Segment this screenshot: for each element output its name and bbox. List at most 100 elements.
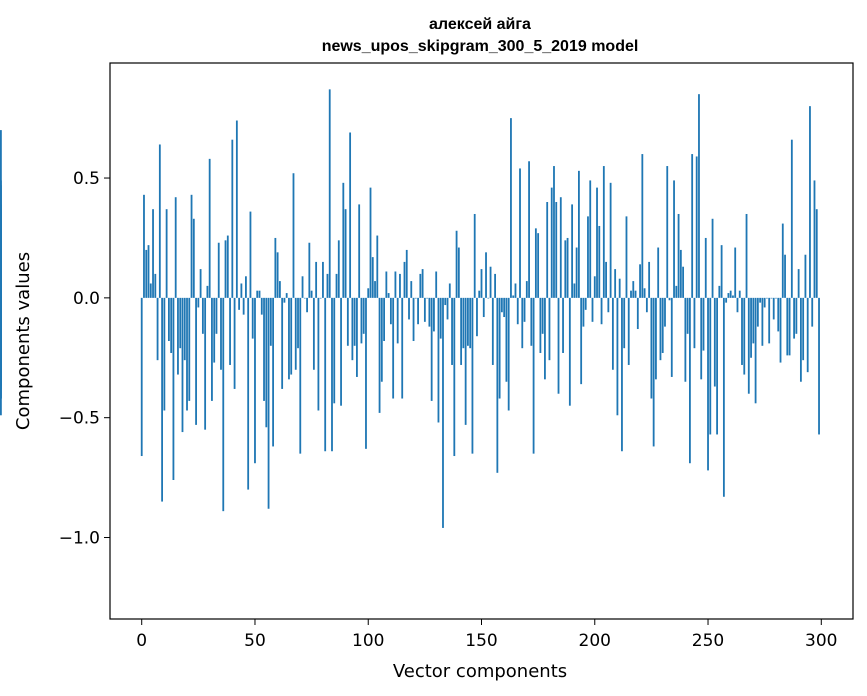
bar-127 bbox=[428, 297, 431, 327]
bar-49 bbox=[251, 297, 254, 339]
bar-22 bbox=[190, 194, 193, 298]
bar-98 bbox=[362, 297, 365, 334]
bar-153 bbox=[487, 297, 490, 299]
bar-206 bbox=[607, 297, 610, 313]
bar-80 bbox=[322, 261, 324, 298]
bar-76 bbox=[312, 297, 315, 370]
bar-243 bbox=[691, 154, 694, 298]
chart-subtitle: news_upos_skipgram_300_5_2019 model bbox=[322, 38, 639, 55]
bar-199 bbox=[591, 297, 594, 322]
bar-179 bbox=[546, 202, 549, 298]
bar-227 bbox=[655, 297, 657, 380]
bar-288 bbox=[793, 297, 796, 339]
bar-291 bbox=[799, 297, 802, 382]
bar-75 bbox=[310, 290, 313, 298]
bar-282 bbox=[779, 297, 782, 363]
bar-134 bbox=[444, 297, 447, 306]
x-axis-label: Vector components bbox=[393, 661, 567, 682]
chart-title: алексей айга bbox=[429, 16, 531, 33]
bar-96 bbox=[358, 204, 361, 298]
bar-157 bbox=[496, 297, 499, 473]
bar-297 bbox=[813, 180, 816, 298]
bar-101 bbox=[369, 187, 372, 298]
bar-221 bbox=[641, 154, 644, 298]
y-tick-label: 0.0 bbox=[73, 289, 100, 309]
x-axis-ticks: 0 50 100 150 200 250 300 bbox=[136, 619, 838, 651]
bar-251 bbox=[709, 297, 712, 435]
bar-93 bbox=[351, 297, 354, 361]
bar-4 bbox=[149, 283, 152, 298]
bar-264 bbox=[738, 290, 741, 298]
bar-136 bbox=[448, 283, 451, 298]
bar-171 bbox=[528, 161, 530, 298]
bar-252 bbox=[711, 218, 714, 298]
bar-175 bbox=[537, 233, 540, 298]
bar-284 bbox=[784, 254, 786, 298]
bar-143 bbox=[464, 297, 467, 425]
bar-38 bbox=[226, 235, 229, 298]
bar-292 bbox=[802, 297, 805, 361]
bar-36 bbox=[222, 297, 225, 512]
bar-series bbox=[0, 89, 820, 528]
bar-55 bbox=[265, 297, 268, 428]
bar-110 bbox=[389, 297, 392, 325]
bar-120 bbox=[412, 297, 415, 341]
bar-29 bbox=[206, 285, 209, 298]
bar-294 bbox=[806, 297, 809, 373]
bar-115 bbox=[401, 297, 404, 399]
bar-48 bbox=[249, 211, 252, 298]
bar-31 bbox=[211, 297, 213, 401]
bar-0 bbox=[140, 297, 143, 457]
bar-234 bbox=[670, 297, 673, 377]
bar-266 bbox=[743, 297, 746, 375]
bar-125 bbox=[423, 297, 426, 322]
bar-187 bbox=[564, 240, 567, 298]
bar-208 bbox=[611, 297, 614, 370]
bar-37 bbox=[224, 240, 227, 298]
bar-32 bbox=[213, 297, 216, 363]
bar-254 bbox=[716, 297, 718, 435]
bar-111 bbox=[392, 297, 395, 399]
bar-65 bbox=[288, 297, 290, 380]
bar-68 bbox=[294, 297, 297, 370]
bar-57 bbox=[269, 297, 272, 346]
bar-34 bbox=[217, 242, 220, 298]
bar-164 bbox=[512, 295, 515, 298]
bar-296 bbox=[811, 297, 814, 327]
bar-26 bbox=[199, 269, 202, 298]
bar-108 bbox=[385, 271, 388, 298]
bar-132 bbox=[439, 297, 442, 339]
bar-271 bbox=[754, 297, 757, 404]
bar-299 bbox=[818, 297, 820, 435]
bar-97 bbox=[360, 297, 363, 344]
bar-8 bbox=[158, 144, 161, 298]
bar-293 bbox=[804, 254, 807, 298]
bar-152 bbox=[485, 252, 487, 298]
bar-272 bbox=[756, 297, 759, 327]
bar-237 bbox=[677, 213, 680, 298]
bar-19 bbox=[183, 297, 186, 361]
bar-239 bbox=[682, 266, 685, 298]
bar-166 bbox=[516, 297, 519, 325]
bar-250 bbox=[707, 297, 709, 471]
bar-137 bbox=[451, 297, 453, 365]
bar-15 bbox=[174, 197, 177, 298]
y-tick-label: 0.5 bbox=[73, 169, 100, 189]
bar-150 bbox=[480, 269, 483, 298]
bar-193 bbox=[578, 170, 580, 298]
bar-241 bbox=[686, 297, 689, 334]
bar-18 bbox=[181, 297, 184, 433]
bar-119 bbox=[410, 281, 413, 298]
bar-183 bbox=[555, 202, 558, 298]
bar-122 bbox=[417, 297, 419, 325]
bar-10 bbox=[163, 297, 166, 411]
bar-44 bbox=[240, 283, 243, 298]
bar-198 bbox=[589, 180, 592, 298]
bar-126 bbox=[426, 297, 429, 299]
bar-212 bbox=[621, 297, 623, 452]
bar-194 bbox=[580, 297, 583, 385]
bar-265 bbox=[741, 297, 743, 365]
bar-138 bbox=[453, 297, 456, 457]
bar-236 bbox=[675, 285, 678, 298]
x-tick-label: 100 bbox=[352, 631, 384, 651]
